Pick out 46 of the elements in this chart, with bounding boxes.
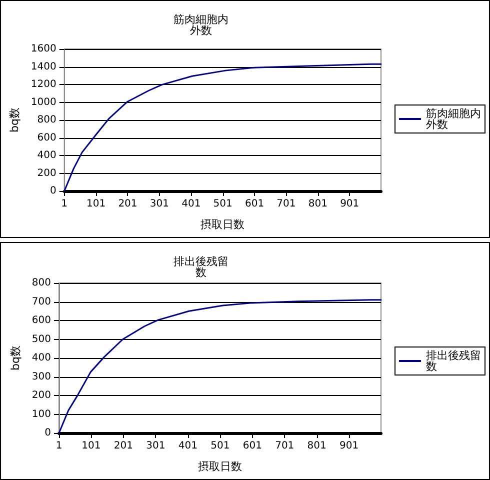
y-tick-label: 1200	[30, 79, 56, 90]
y-tick-label: 1600	[30, 44, 56, 54]
chart-title: 排出後残留数	[174, 255, 229, 279]
x-tick-label: 301	[150, 198, 169, 210]
y-tick-label: 1400	[30, 61, 56, 72]
y-tick-label: 1000	[30, 96, 56, 108]
y-tick-label: 800	[37, 114, 56, 126]
y-tick-label: 400	[37, 150, 56, 161]
x-tick-label: 801	[307, 440, 326, 452]
x-tick-label: 601	[242, 440, 262, 452]
y-tick-label: 600	[32, 315, 51, 326]
y-axis-title: bq数	[9, 346, 22, 370]
x-tick-label: 401	[182, 198, 201, 210]
y-tick-label: 600	[37, 132, 56, 144]
y-tick-label: 800	[32, 278, 51, 288]
x-tick-label: 101	[82, 440, 101, 452]
y-tick-label: 400	[32, 352, 51, 364]
x-tick-label: 801	[308, 198, 328, 210]
y-tick-label: 200	[32, 390, 51, 401]
y-axis-title: bq数	[8, 108, 21, 132]
x-axis-title: 摂取日数	[200, 218, 245, 231]
x-axis-title: 摂取日数	[198, 460, 242, 473]
y-tick-label: 700	[32, 296, 51, 308]
x-tick-label: 901	[340, 440, 359, 452]
y-tick-label: 0	[44, 428, 51, 438]
x-tick-label: 501	[213, 198, 232, 210]
x-tick-label: 301	[146, 440, 166, 452]
x-tick-label: 501	[210, 440, 230, 452]
y-tick-label: 300	[32, 371, 51, 382]
x-tick-label: 901	[340, 198, 360, 210]
x-tick-label: 1	[61, 198, 68, 210]
y-tick-label: 0	[50, 186, 56, 196]
x-tick-label: 701	[276, 198, 296, 210]
x-tick-label: 1	[56, 440, 62, 452]
x-tick-label: 701	[275, 440, 294, 452]
y-tick-label: 100	[32, 408, 51, 420]
legend-label: 筋肉細胞内外数	[426, 107, 481, 131]
y-tick-label: 200	[37, 168, 56, 179]
x-tick-label: 201	[118, 198, 138, 210]
x-tick-label: 401	[178, 440, 198, 452]
x-tick-label: 601	[244, 198, 264, 210]
chart-title: 筋肉細胞内外数	[174, 13, 229, 37]
x-tick-label: 201	[114, 440, 134, 452]
y-tick-label: 500	[32, 334, 51, 345]
legend-label: 排出後残留数	[426, 349, 481, 373]
x-tick-label: 101	[86, 198, 106, 210]
